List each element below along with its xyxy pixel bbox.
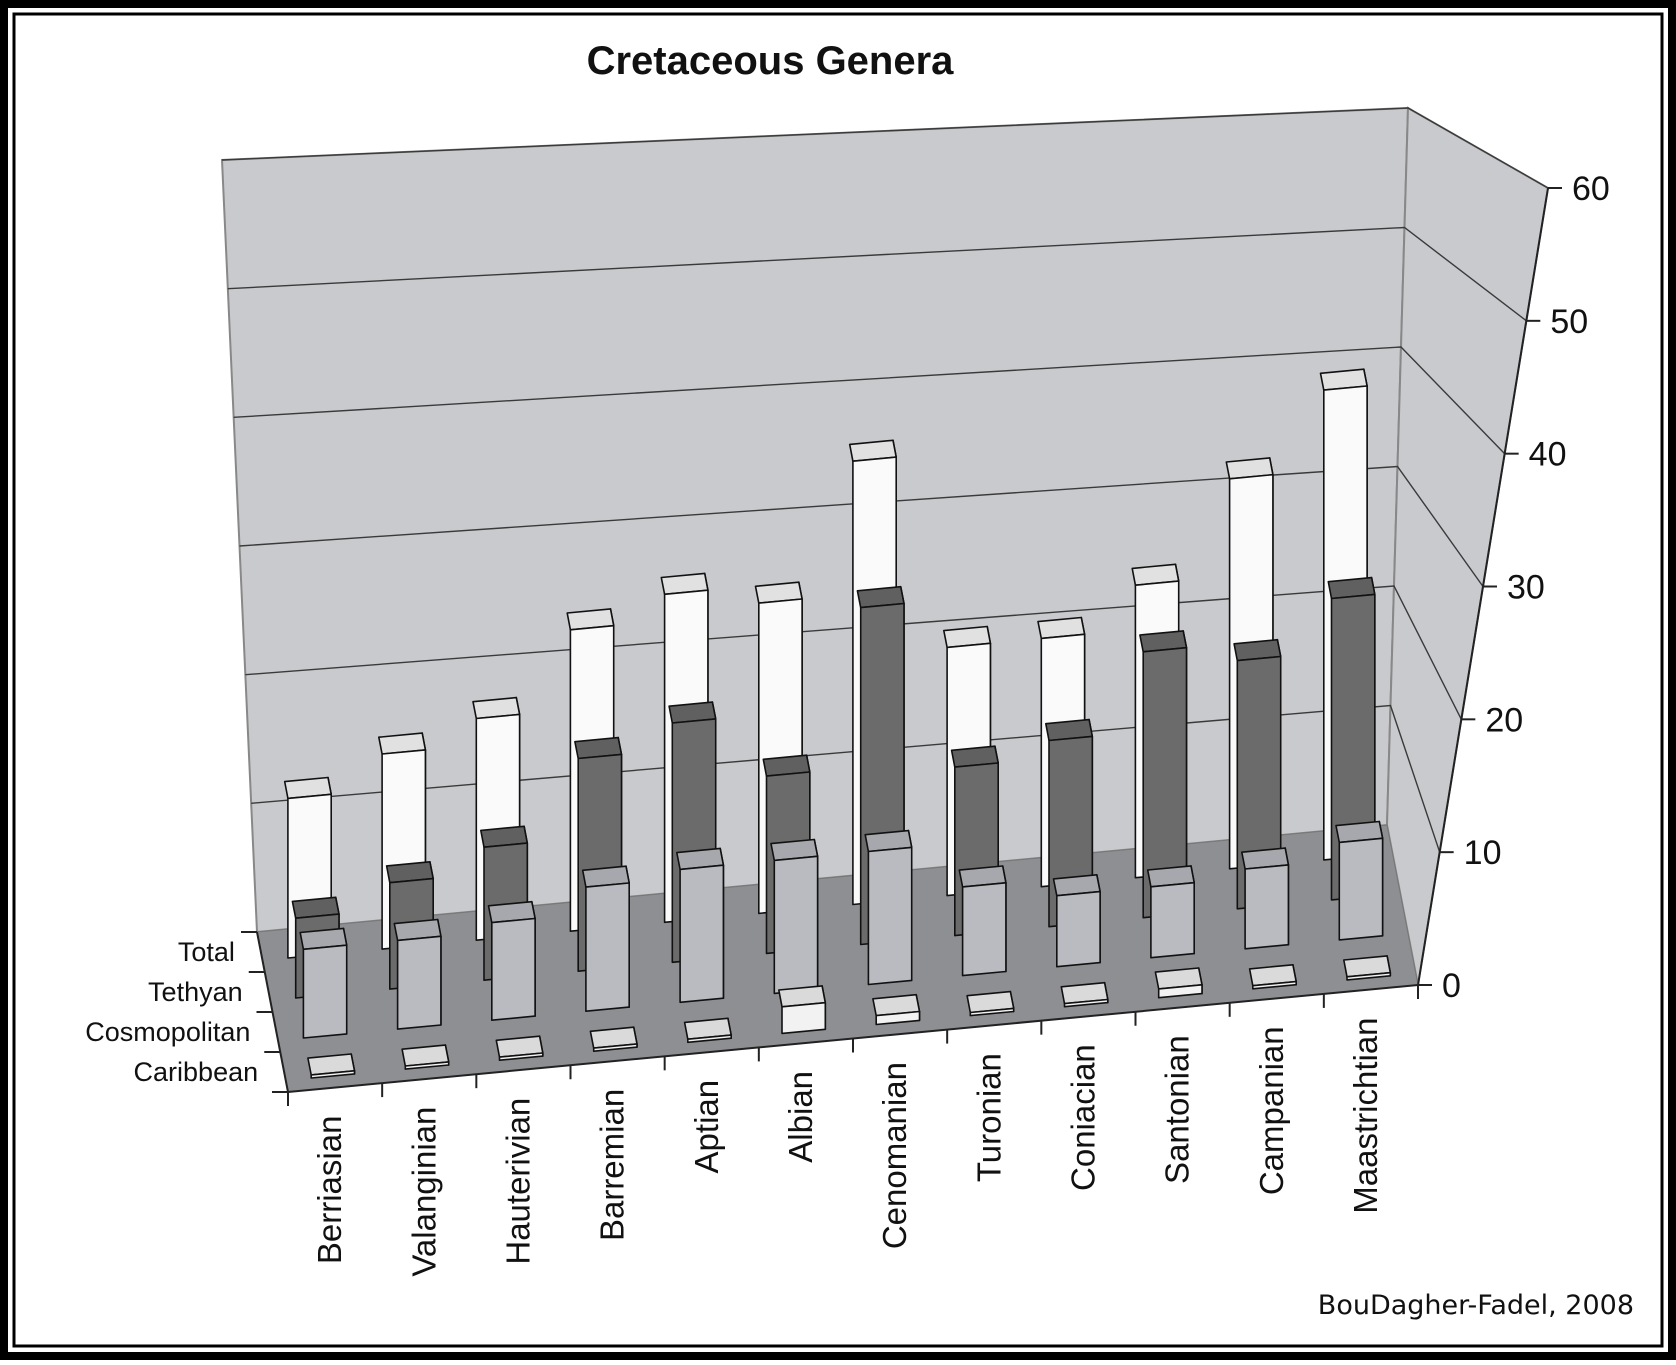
bar-cosmopolitan-aptian — [675, 847, 725, 1004]
bar-front — [1056, 890, 1101, 968]
bar-front — [781, 1001, 827, 1035]
bar-front — [1157, 983, 1203, 999]
y-tick-label-10: 10 — [1464, 834, 1502, 872]
bar-caribbean-valanginian — [401, 1044, 450, 1070]
inner-border — [12, 12, 1664, 1348]
bar-front — [1252, 980, 1297, 990]
bar-front — [686, 1034, 733, 1044]
series-label: Tethyan — [148, 977, 243, 1007]
bar-cosmopolitan-coniacian — [1052, 873, 1101, 968]
gridline-30 — [239, 465, 1484, 587]
bar-tethyan-campanian — [1233, 638, 1282, 910]
bar-front — [867, 846, 913, 986]
gridline-20 — [245, 585, 1462, 720]
bar-cosmopolitan-cenomanian — [864, 829, 913, 986]
bar-front — [1338, 837, 1384, 941]
bar-caribbean-coniacian — [1060, 981, 1109, 1008]
bar-front — [875, 1010, 921, 1026]
category-label: Campanian — [1253, 1026, 1290, 1195]
bar-cosmopolitan-campanian — [1241, 847, 1290, 950]
gridline-40 — [233, 346, 1506, 455]
y-tick-label-0: 0 — [1442, 967, 1461, 1005]
bar-caribbean-santonian — [1154, 967, 1203, 999]
series-label: Cosmopolitan — [85, 1017, 250, 1047]
bar-caribbean-turonian — [966, 990, 1015, 1017]
category-label: Albian — [782, 1071, 819, 1163]
bar-caribbean-cenomanian — [872, 993, 921, 1026]
bar-front — [592, 1043, 638, 1052]
gridline-50 — [227, 226, 1527, 322]
y-tick-label-40: 40 — [1529, 436, 1567, 474]
category-label: Hauterivian — [499, 1098, 536, 1265]
bar-caribbean-hauterivian — [495, 1035, 544, 1061]
bar-front — [679, 864, 725, 1004]
bar-caribbean-berriasian — [307, 1053, 356, 1079]
bar-cosmopolitan-turonian — [958, 865, 1007, 977]
bar-cosmopolitan-santonian — [1146, 865, 1195, 959]
series-label: Caribbean — [134, 1057, 259, 1087]
bar-caribbean-aptian — [683, 1017, 733, 1044]
bar-cosmopolitan-berriasian — [299, 927, 348, 1039]
category-label: Coniacian — [1064, 1044, 1101, 1191]
bar-front — [1244, 864, 1290, 950]
y-tick-label-30: 30 — [1507, 569, 1545, 607]
category-label: Maastrichtian — [1347, 1017, 1384, 1213]
category-label: Santonian — [1159, 1035, 1196, 1184]
bar-caribbean-barremian — [589, 1026, 638, 1052]
axes — [241, 187, 1562, 1106]
gridline-60 — [221, 107, 1549, 189]
category-label: Valanginian — [405, 1107, 442, 1277]
y-axis-line — [1417, 187, 1549, 986]
chart-title: Cretaceous Genera — [587, 39, 955, 83]
category-label: Aptian — [688, 1080, 725, 1174]
bar-caribbean-albian — [777, 985, 827, 1035]
bar-front — [585, 882, 631, 1013]
bar-front — [1346, 971, 1392, 981]
y-tick-label-60: 60 — [1572, 170, 1610, 208]
bar-caribbean-maastrichtian — [1343, 955, 1392, 981]
category-label: Turonian — [970, 1053, 1007, 1182]
bar-cosmopolitan-valanginian — [393, 918, 442, 1030]
bar-front — [1063, 998, 1109, 1008]
bar-front — [404, 1061, 450, 1070]
credit-text: BouDagher-Fadel, 2008 — [1318, 1290, 1634, 1321]
axis-labels: 0 10 20 30 40 50 60 Berriasian Valanginian Hauter… — [85, 170, 1610, 1277]
bar-cosmopolitan-maastrichtian — [1335, 820, 1384, 941]
category-label: Berriasian — [311, 1116, 348, 1265]
grid-lines — [221, 107, 1549, 853]
bar-caribbean-campanian — [1248, 963, 1297, 990]
bar-cosmopolitan-hauterivian — [487, 900, 536, 1022]
y-tick-label-50: 50 — [1550, 303, 1588, 341]
bar-front — [969, 1007, 1015, 1017]
bar-front — [1150, 881, 1195, 959]
bar-front — [302, 944, 348, 1039]
category-label: Cenomanian — [876, 1062, 913, 1249]
bar-front — [310, 1070, 356, 1079]
bar-front — [773, 855, 819, 995]
category-label: Barremian — [594, 1089, 631, 1241]
gridline-10 — [251, 704, 1441, 853]
y-tick-label-20: 20 — [1485, 701, 1523, 739]
bar-front — [498, 1052, 544, 1061]
bar-cosmopolitan-albian — [770, 838, 819, 995]
series-label: Total — [178, 937, 235, 967]
bar-front — [396, 935, 442, 1030]
bar-cosmopolitan-barremian — [581, 865, 631, 1013]
bars — [283, 368, 1392, 1079]
bar-front — [490, 917, 536, 1022]
bar-front — [961, 881, 1007, 977]
